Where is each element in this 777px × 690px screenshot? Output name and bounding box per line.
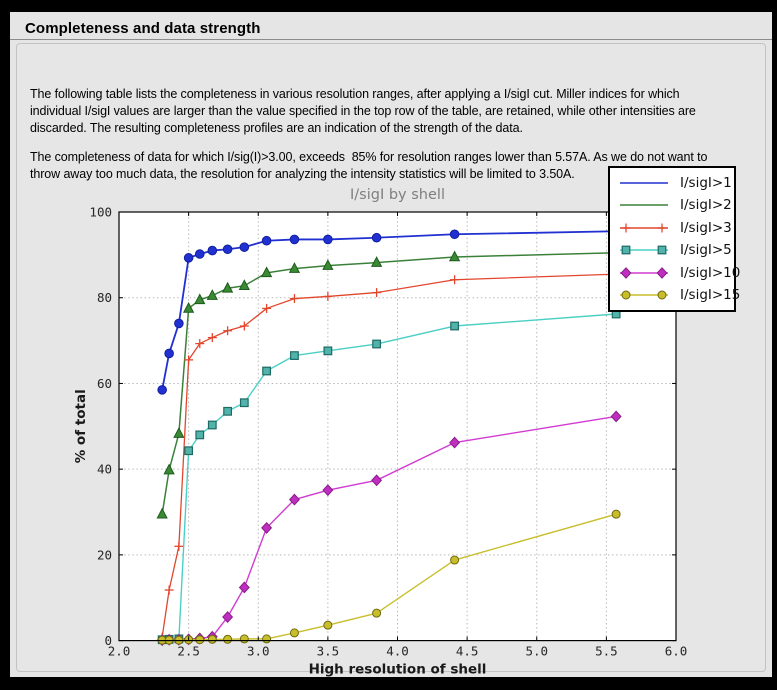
body-text-line: The following table lists the completene… xyxy=(30,87,680,101)
intro-paragraph-2: The completeness of data for which I/sig… xyxy=(30,149,707,183)
svg-text:100: 100 xyxy=(89,205,112,220)
svg-text:I/sigI by shell: I/sigI by shell xyxy=(350,187,445,203)
svg-text:3.0: 3.0 xyxy=(247,644,270,659)
legend-line-sample-icon xyxy=(620,223,668,233)
svg-text:High resolution of shell: High resolution of shell xyxy=(309,662,487,678)
legend-item-isigi-2: I/sigI>2 xyxy=(610,195,734,215)
svg-text:4.0: 4.0 xyxy=(386,644,409,659)
intro-paragraph-1: The following table lists the completene… xyxy=(30,86,696,137)
svg-text:6.0: 6.0 xyxy=(665,644,688,659)
legend-line-sample-icon xyxy=(620,245,668,255)
page-title: Completeness and data strength xyxy=(25,20,261,37)
legend-label: I/sigI>5 xyxy=(680,242,732,259)
legend-label: I/sigI>15 xyxy=(680,287,741,304)
legend-line-sample-icon xyxy=(620,181,668,184)
chart-legend: I/sigI>1 I/sigI>2 I/sigI>3 I/sigI>5 I/si… xyxy=(608,166,740,312)
header-divider xyxy=(10,38,772,40)
svg-text:4.5: 4.5 xyxy=(456,644,479,659)
svg-text:40: 40 xyxy=(97,462,112,477)
svg-text:0: 0 xyxy=(104,633,112,648)
svg-text:% of total: % of total xyxy=(73,389,89,463)
svg-text:3.5: 3.5 xyxy=(317,644,340,659)
legend-label: I/sigI>1 xyxy=(680,174,732,191)
svg-text:5.5: 5.5 xyxy=(595,644,618,659)
svg-text:5.0: 5.0 xyxy=(525,644,548,659)
legend-label: I/sigI>2 xyxy=(680,197,732,214)
body-text-line: discarded. The resulting completeness pr… xyxy=(30,121,523,135)
body-text-line: throw away too much data, the resolution… xyxy=(30,167,575,181)
svg-text:2.5: 2.5 xyxy=(177,644,200,659)
svg-text:80: 80 xyxy=(97,290,112,305)
legend-item-isigi-3: I/sigI>3 xyxy=(610,218,734,238)
legend-item-isigi-15: I/sigI>15 xyxy=(610,285,740,305)
legend-item-isigi-10: I/sigI>10 xyxy=(610,263,740,283)
svg-text:60: 60 xyxy=(97,376,112,391)
legend-label: I/sigI>3 xyxy=(680,219,732,236)
legend-line-sample-icon xyxy=(620,290,668,300)
legend-item-isigi-1: I/sigI>1 xyxy=(610,173,734,193)
legend-line-sample-icon xyxy=(620,266,668,279)
body-text-line: individual I/sigI values are larger than… xyxy=(30,104,696,118)
svg-text:20: 20 xyxy=(97,547,112,562)
body-text-line: The completeness of data for which I/sig… xyxy=(30,150,708,164)
legend-item-isigi-5: I/sigI>5 xyxy=(610,240,734,260)
legend-line-sample-icon xyxy=(620,204,668,206)
legend-label: I/sigI>10 xyxy=(680,264,741,281)
svg-text:2.0: 2.0 xyxy=(108,644,131,659)
